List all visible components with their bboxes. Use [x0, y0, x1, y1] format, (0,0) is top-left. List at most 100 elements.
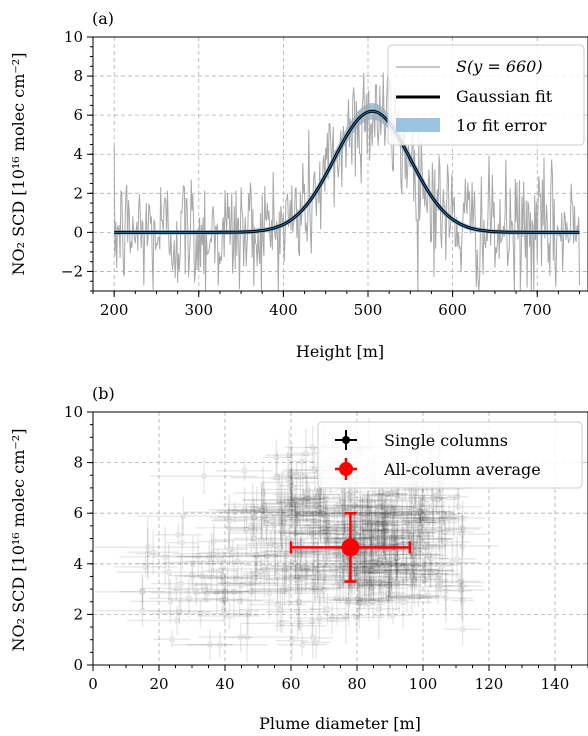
single-column-point [439, 496, 469, 537]
single-column-point [401, 560, 449, 599]
single-column-point [292, 617, 334, 659]
single-column-point [386, 524, 440, 585]
legend-average-label: All-column average [383, 460, 541, 479]
single-column-point [335, 549, 408, 592]
single-column-point [276, 474, 324, 531]
single-column-point [284, 488, 309, 524]
single-column-point [352, 498, 374, 539]
single-column-point [299, 512, 353, 550]
single-column-point [281, 442, 303, 502]
single-column-point [113, 557, 178, 577]
single-column-point [349, 516, 400, 535]
single-column-point [389, 526, 463, 563]
single-column-point [291, 553, 356, 599]
single-column-point [294, 487, 348, 543]
single-column-point [334, 479, 375, 532]
single-column-point [313, 512, 346, 565]
single-column-point [333, 576, 383, 621]
single-column-point [384, 550, 428, 581]
single-column-point [447, 485, 468, 509]
single-column-point [327, 503, 382, 546]
single-column-point [274, 549, 337, 594]
single-column-point [228, 516, 336, 550]
single-column-point [443, 613, 482, 646]
single-column-point [420, 566, 459, 583]
single-column-point [362, 507, 390, 554]
single-column-point [338, 496, 401, 515]
single-column-point [397, 496, 444, 527]
single-column-point [352, 506, 421, 523]
single-column-point [283, 517, 332, 539]
single-column-point [302, 508, 354, 542]
panel-a: 200 300 400 500 600 700 −2 0 2 4 6 8 10 (a) Height [… [9, 9, 588, 361]
single-column-point [293, 488, 327, 537]
single-column-point [301, 625, 331, 660]
single-column-point [198, 612, 296, 662]
single-column-point [210, 494, 248, 548]
single-column-point [239, 586, 322, 633]
single-column-point [368, 485, 391, 507]
single-column-point [236, 595, 260, 634]
single-column-point [249, 577, 306, 632]
single-column-point [276, 541, 315, 585]
single-column-point [274, 617, 327, 634]
single-column-point [203, 557, 239, 585]
single-column-point [169, 563, 215, 588]
single-column-point [288, 572, 343, 603]
single-column-point [175, 567, 270, 586]
single-column-point [386, 501, 457, 534]
panel-a-xtick-label: 200 [100, 301, 129, 319]
single-column-point [259, 525, 290, 586]
single-column-point [420, 521, 470, 563]
single-column-point [381, 545, 451, 582]
single-column-point [329, 582, 390, 618]
single-column-point [296, 484, 344, 542]
single-column-point [359, 529, 403, 559]
single-column-point [336, 592, 361, 614]
panel-b-label: (b) [92, 384, 115, 403]
single-column-point [216, 482, 307, 539]
single-column-point [127, 529, 180, 575]
single-column-point [339, 490, 390, 511]
legend-single-label: Single columns [384, 431, 508, 450]
single-column-point [348, 548, 396, 575]
single-column-point [305, 492, 342, 535]
single-column-point [162, 532, 261, 592]
single-column-point [336, 576, 406, 600]
single-column-point [409, 531, 448, 580]
single-column-point [304, 562, 376, 604]
single-column-point [351, 484, 414, 529]
single-column-point [363, 568, 430, 596]
single-column-point [426, 516, 454, 562]
single-column-point [404, 497, 440, 547]
single-column-point [381, 584, 433, 613]
single-column-point [222, 482, 306, 527]
single-column-point [149, 578, 229, 619]
panel-a-ytick-label: 2 [73, 184, 83, 202]
single-column-point [248, 571, 330, 608]
panel-a-label: (a) [92, 9, 114, 28]
single-column-point [263, 574, 335, 630]
single-column-point [198, 602, 261, 630]
single-column-point [311, 546, 375, 588]
panel-b-xlabel: Plume diameter [m] [259, 714, 421, 733]
single-column-point [290, 524, 332, 544]
single-column-point [184, 569, 250, 615]
single-column-point [300, 504, 368, 552]
single-column-point [349, 504, 383, 540]
panel-b-ytick-label: 6 [73, 504, 83, 522]
single-column-point [388, 556, 426, 578]
single-column-point [369, 550, 426, 580]
single-column-point [420, 507, 458, 552]
single-column-point [225, 502, 277, 553]
single-column-point [166, 515, 199, 570]
single-column-point [313, 511, 373, 543]
single-column-point [184, 541, 234, 573]
single-column-point [226, 487, 263, 534]
panel-b-xtick-label: 80 [347, 675, 366, 693]
legend-band-swatch [396, 118, 440, 132]
single-column-point [241, 614, 323, 633]
panel-a-xtick-label: 700 [523, 301, 552, 319]
single-column-point [330, 494, 395, 533]
